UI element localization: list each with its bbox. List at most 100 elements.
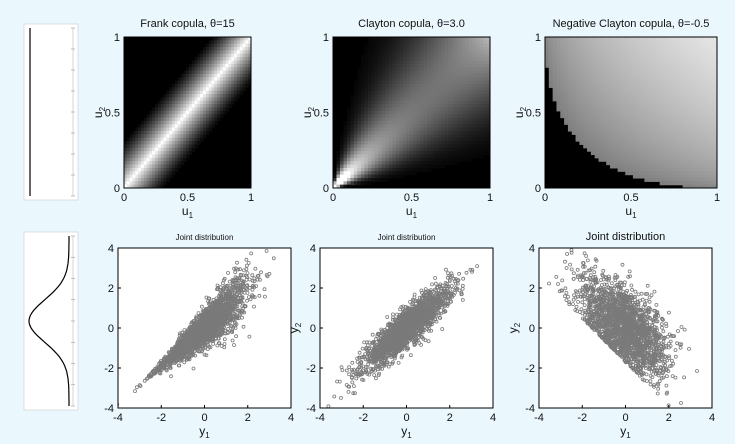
density-cell: [636, 100, 642, 105]
density-cell: [469, 110, 474, 115]
density-cell: [483, 60, 488, 65]
density-cell: [690, 127, 695, 132]
density-cell: [674, 90, 680, 95]
density-cell: [427, 151, 432, 156]
density-cell: [655, 63, 661, 68]
density-cell: [427, 157, 432, 162]
density-cell: [713, 124, 717, 129]
density-cell: [629, 154, 634, 159]
density-cell: [191, 141, 196, 145]
density-cell: [430, 164, 435, 169]
density-cell: [648, 127, 653, 132]
density-cell: [378, 80, 383, 85]
density-cell: [560, 97, 565, 102]
density-cell: [430, 83, 435, 88]
density-cell: [621, 57, 626, 62]
density-cell: [629, 60, 634, 65]
density-cell: [392, 174, 397, 179]
density-cell: [455, 97, 460, 102]
density-cell: [160, 110, 165, 115]
density-cell: [644, 37, 649, 41]
density-cell: [360, 114, 365, 119]
density-cell: [571, 57, 577, 62]
density-cell: [678, 130, 684, 135]
density-cell: [602, 37, 607, 41]
density-cell: [625, 83, 630, 88]
density-cell: [571, 100, 577, 105]
density-cell: [169, 167, 173, 172]
density-cell: [353, 124, 359, 129]
density-cell: [217, 37, 221, 41]
density-cell: [462, 147, 467, 152]
density-cell: [686, 157, 691, 162]
density-cell: [455, 124, 460, 129]
density-cell: [437, 144, 442, 149]
density-cell: [163, 120, 167, 125]
density-cell: [406, 60, 411, 65]
density-cell: [451, 67, 456, 72]
density-cell: [395, 43, 400, 48]
density-cell: [225, 83, 230, 88]
density-cell: [686, 110, 691, 115]
density-cell: [579, 47, 584, 52]
density-cell: [146, 127, 150, 132]
density-cell: [709, 73, 714, 78]
density-cell: [667, 94, 672, 98]
density-cell: [602, 100, 607, 105]
density-cell: [472, 90, 477, 95]
density-cell: [682, 167, 688, 172]
density-cell: [364, 104, 369, 109]
density-cell: [552, 37, 558, 41]
density-cell: [124, 157, 128, 162]
density-cell: [217, 110, 221, 115]
density-cell: [579, 124, 584, 129]
density-cell: [671, 151, 676, 156]
density-cell: [155, 127, 159, 132]
density-cell: [598, 57, 603, 62]
density-cell: [448, 154, 453, 159]
density-cell: [245, 77, 249, 82]
density-cell: [548, 83, 554, 88]
density-cell: [648, 141, 653, 145]
density-cell: [149, 181, 153, 186]
density-cell: [437, 151, 442, 156]
density-cell: [236, 43, 241, 48]
density-cell: [458, 80, 463, 85]
density-cell: [420, 144, 425, 149]
density-cell: [420, 141, 425, 145]
density-cell: [171, 154, 176, 159]
density-cell: [385, 50, 390, 55]
density-cell: [406, 107, 411, 112]
density-cell: [590, 151, 596, 156]
density-cell: [674, 43, 680, 48]
density-cell: [420, 151, 425, 156]
density-cell: [455, 87, 460, 92]
density-cell: [629, 147, 634, 152]
density-cell: [590, 147, 596, 152]
density-cell: [682, 104, 688, 109]
density-cell: [469, 127, 474, 132]
density-cell: [451, 161, 456, 166]
density-cell: [479, 104, 484, 109]
density-cell: [636, 47, 642, 52]
density-cell: [360, 107, 365, 112]
density-cell: [682, 124, 688, 129]
density-cell: [399, 117, 404, 122]
density-cell: [395, 141, 400, 145]
density-cell: [402, 110, 407, 115]
density-cell: [598, 70, 603, 75]
density-cell: [357, 77, 362, 82]
density-cell: [455, 161, 460, 166]
density-cell: [395, 77, 400, 82]
density-cell: [236, 63, 241, 68]
density-cell: [583, 60, 588, 65]
density-cell: [385, 47, 390, 52]
density-cell: [409, 157, 414, 162]
density-cell: [598, 144, 603, 149]
density-cell: [197, 130, 201, 135]
density-cell: [701, 60, 707, 65]
density-cell: [632, 57, 638, 62]
density-cell: [625, 43, 630, 48]
density-cell: [388, 67, 393, 72]
density-cell: [392, 157, 397, 162]
